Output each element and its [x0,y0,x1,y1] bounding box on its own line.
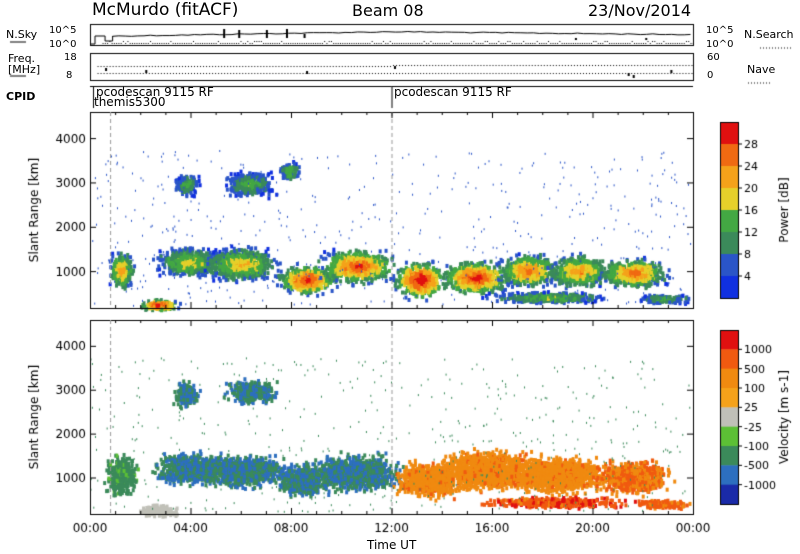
station-title: McMurdo (fitACF) [92,0,239,20]
nsky-tick-top: 10^5 [49,25,77,36]
cpid-label: CPID [6,90,36,103]
freq-tick-top: 18 [64,52,77,63]
x-axis-label: Time UT [367,538,417,552]
freq-tick-bottom: 8 [66,70,73,81]
nsearch-label: N.Search [744,28,794,41]
freq-unit-label: [MHz] [8,63,41,76]
nave-label: Nave [747,63,776,76]
nave-tick-bottom: 0 [707,70,714,81]
nave-tick-top: 60 [707,52,720,63]
nsky-label: N.Sky [6,28,38,41]
nsky-tick-bottom: 10^0 [49,39,77,50]
cpid-entry-1: pcodescan 9115 RF [96,85,214,99]
cpid-entry-3: pcodescan 9115 RF [394,85,512,99]
nsearch-tick-bottom: 10^0 [706,39,734,50]
beam-title: Beam 08 [352,1,424,20]
date-title: 23/Nov/2014 [588,1,692,20]
cpid-entry-2: themis5300 [94,95,166,109]
nsearch-tick-top: 10^5 [706,25,734,36]
freq-label: Freq. [8,52,36,65]
